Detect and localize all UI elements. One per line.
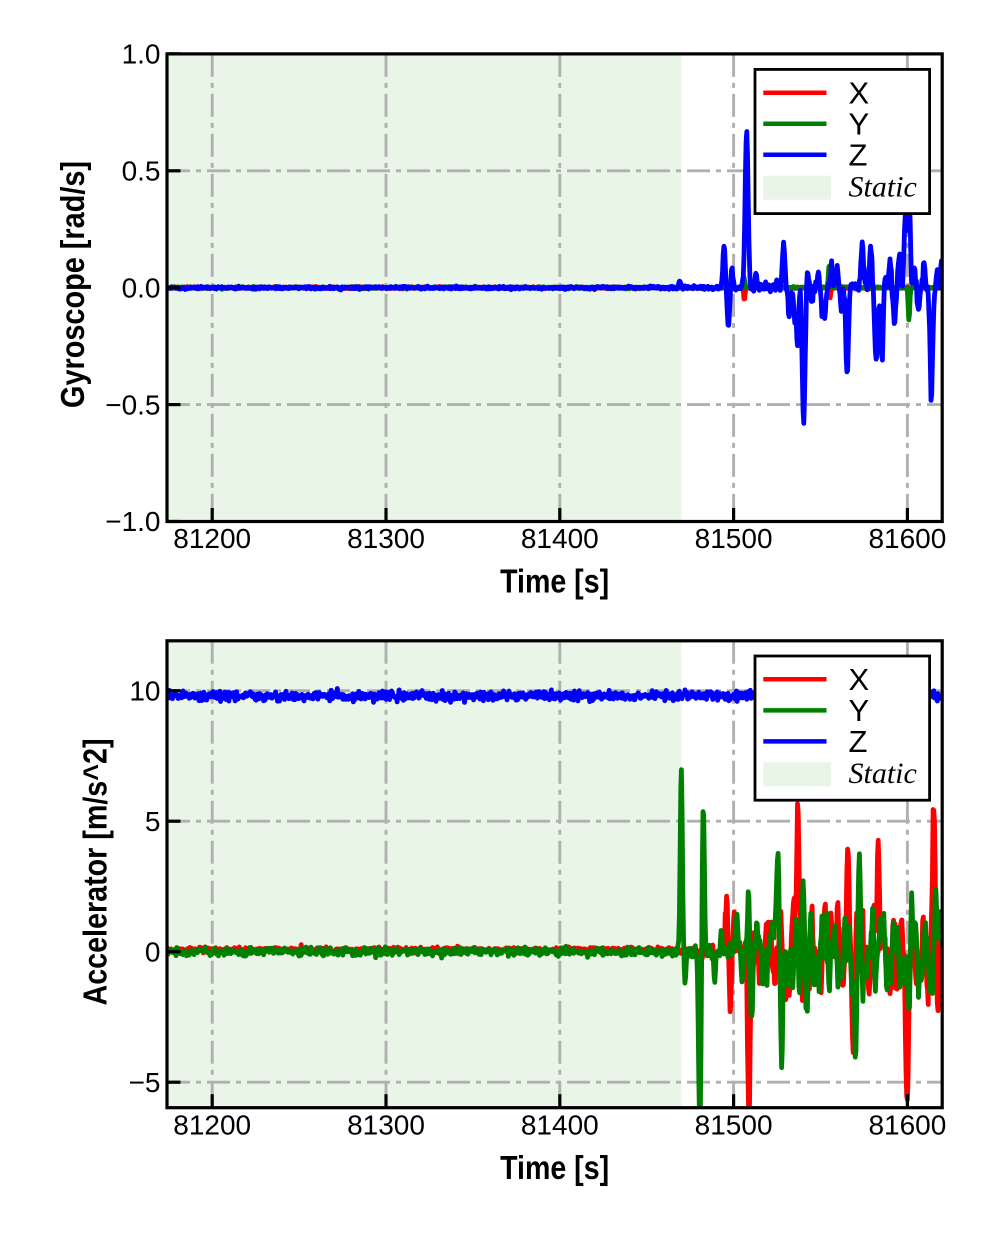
svg-text:0.5: 0.5 — [122, 156, 161, 187]
svg-text:0.0: 0.0 — [122, 272, 161, 303]
svg-text:Z: Z — [849, 724, 868, 759]
svg-text:−1.0: −1.0 — [105, 506, 160, 537]
svg-text:0: 0 — [145, 936, 161, 967]
svg-text:5: 5 — [145, 806, 161, 837]
svg-text:81200: 81200 — [173, 523, 251, 554]
svg-text:Y: Y — [849, 106, 870, 141]
svg-text:X: X — [849, 75, 870, 110]
svg-text:81300: 81300 — [347, 1110, 425, 1141]
svg-text:Static: Static — [849, 171, 917, 204]
svg-text:81600: 81600 — [868, 523, 946, 554]
svg-text:Accelerator [m/s^2]: Accelerator [m/s^2] — [76, 739, 113, 1006]
svg-text:81400: 81400 — [521, 1110, 599, 1141]
svg-text:81200: 81200 — [173, 1110, 251, 1141]
svg-text:Gyroscope [rad/s]: Gyroscope [rad/s] — [54, 161, 91, 408]
svg-text:−5: −5 — [129, 1067, 161, 1098]
svg-text:81500: 81500 — [695, 1110, 773, 1141]
svg-text:Time [s]: Time [s] — [500, 563, 609, 600]
svg-text:X: X — [849, 662, 870, 697]
svg-text:Z: Z — [849, 137, 868, 172]
svg-text:81300: 81300 — [347, 523, 425, 554]
svg-text:81600: 81600 — [868, 1110, 946, 1141]
svg-text:81500: 81500 — [695, 523, 773, 554]
svg-text:Y: Y — [849, 693, 870, 728]
svg-text:81400: 81400 — [521, 523, 599, 554]
svg-text:10: 10 — [129, 675, 160, 706]
svg-text:Time [s]: Time [s] — [500, 1149, 609, 1186]
svg-text:1.0: 1.0 — [122, 39, 161, 70]
svg-text:−0.5: −0.5 — [105, 389, 160, 420]
svg-text:Static: Static — [849, 757, 917, 790]
